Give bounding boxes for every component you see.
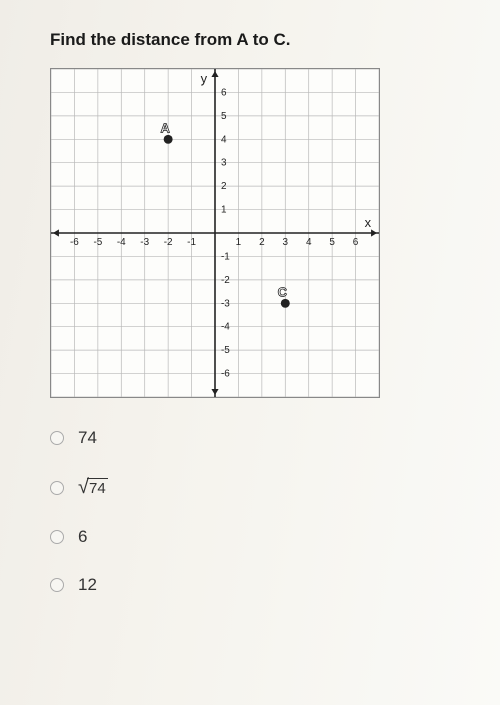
coordinate-graph: -6-5-4-3-2-1123456-6-5-4-3-2-1123456xyAC (50, 68, 380, 398)
graph-svg: -6-5-4-3-2-1123456-6-5-4-3-2-1123456xyAC (51, 69, 379, 397)
svg-text:C: C (278, 284, 287, 299)
svg-text:-4: -4 (117, 237, 126, 248)
svg-text:3: 3 (221, 158, 227, 169)
svg-text:-5: -5 (93, 237, 102, 248)
option-label: 6 (78, 527, 87, 547)
option-sqrt74[interactable]: √ 74 (50, 476, 460, 499)
svg-text:-4: -4 (221, 322, 230, 333)
svg-text:-1: -1 (221, 251, 230, 262)
svg-text:6: 6 (221, 87, 227, 98)
svg-text:4: 4 (221, 134, 227, 145)
svg-text:-6: -6 (221, 369, 230, 380)
option-12[interactable]: 12 (50, 575, 460, 595)
option-label: √ 74 (78, 476, 108, 499)
option-label: 74 (78, 428, 97, 448)
svg-text:6: 6 (353, 237, 359, 248)
svg-text:-3: -3 (140, 237, 149, 248)
svg-text:2: 2 (221, 181, 227, 192)
svg-text:-5: -5 (221, 345, 230, 356)
svg-text:-6: -6 (70, 237, 79, 248)
svg-text:-1: -1 (187, 237, 196, 248)
radio-icon (50, 578, 64, 592)
radio-icon (50, 481, 64, 495)
answer-options: 74 √ 74 6 12 (50, 428, 460, 595)
svg-text:-2: -2 (221, 275, 230, 286)
svg-text:5: 5 (221, 111, 227, 122)
radio-icon (50, 530, 64, 544)
svg-text:A: A (160, 120, 169, 135)
option-74[interactable]: 74 (50, 428, 460, 448)
svg-text:5: 5 (329, 237, 335, 248)
svg-text:y: y (201, 71, 208, 86)
svg-text:4: 4 (306, 237, 312, 248)
question-prompt: Find the distance from A to C. (50, 30, 460, 50)
svg-text:1: 1 (221, 205, 227, 216)
svg-text:-3: -3 (221, 298, 230, 309)
svg-text:2: 2 (259, 237, 265, 248)
option-label: 12 (78, 575, 97, 595)
sqrt-value: 74 (87, 478, 108, 497)
svg-text:x: x (365, 215, 372, 230)
radio-icon (50, 431, 64, 445)
option-6[interactable]: 6 (50, 527, 460, 547)
svg-text:1: 1 (236, 237, 242, 248)
svg-text:3: 3 (283, 237, 289, 248)
svg-text:-2: -2 (164, 237, 173, 248)
